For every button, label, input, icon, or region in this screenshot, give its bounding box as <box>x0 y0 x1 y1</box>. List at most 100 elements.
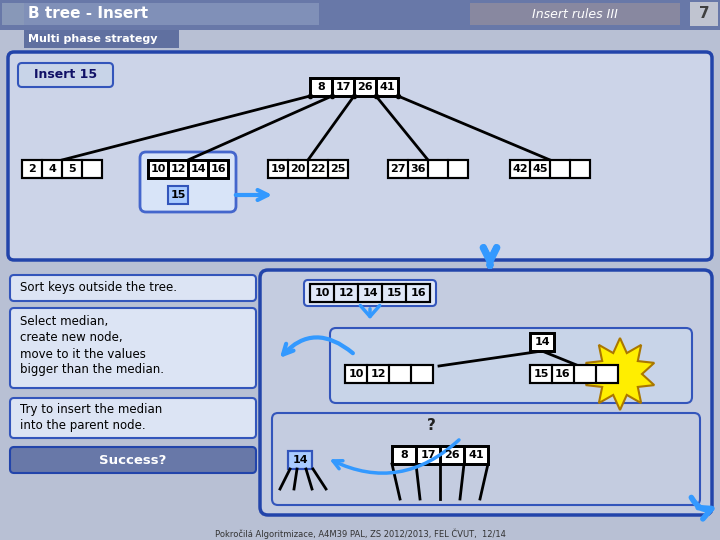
Bar <box>22 160 102 178</box>
Bar <box>0 0 720 30</box>
Bar <box>288 160 308 178</box>
Bar <box>358 284 382 302</box>
Bar <box>62 160 82 178</box>
Text: Sort keys outside the tree.: Sort keys outside the tree. <box>20 281 177 294</box>
Text: 45: 45 <box>532 164 548 174</box>
Bar <box>408 160 428 178</box>
Bar <box>268 160 288 178</box>
Bar <box>550 160 570 178</box>
Bar <box>690 2 718 26</box>
Bar <box>310 284 334 302</box>
Bar <box>354 78 376 96</box>
Bar <box>530 365 618 383</box>
Text: 12: 12 <box>370 369 386 379</box>
Bar <box>388 160 408 178</box>
Bar <box>288 451 312 469</box>
Bar <box>470 3 680 25</box>
Bar <box>2 3 24 25</box>
FancyBboxPatch shape <box>330 328 692 403</box>
Bar <box>530 333 554 351</box>
Bar <box>448 160 468 178</box>
FancyBboxPatch shape <box>10 447 256 473</box>
Text: Insert rules III: Insert rules III <box>532 8 618 21</box>
Text: 8: 8 <box>400 450 408 460</box>
Text: 2: 2 <box>28 164 36 174</box>
Text: 12: 12 <box>338 288 354 298</box>
Text: Multi phase strategy: Multi phase strategy <box>28 34 158 44</box>
Bar <box>388 160 468 178</box>
Text: 36: 36 <box>410 164 426 174</box>
Bar <box>310 284 430 302</box>
Bar <box>510 160 590 178</box>
Text: Insert 15: Insert 15 <box>35 69 98 82</box>
Text: bigger than the median.: bigger than the median. <box>20 363 164 376</box>
Bar <box>24 3 319 25</box>
Bar <box>308 160 328 178</box>
Text: 25: 25 <box>330 164 346 174</box>
Bar <box>596 365 618 383</box>
Text: 41: 41 <box>379 82 395 92</box>
Bar <box>332 78 354 96</box>
Text: 7: 7 <box>698 6 709 22</box>
Bar <box>440 446 464 464</box>
Text: Success?: Success? <box>99 454 167 467</box>
Bar <box>392 446 416 464</box>
FancyBboxPatch shape <box>260 270 712 515</box>
Text: 4: 4 <box>48 164 56 174</box>
Text: 41: 41 <box>468 450 484 460</box>
Bar <box>208 160 228 178</box>
Bar <box>168 186 188 204</box>
Bar <box>574 365 596 383</box>
Text: 42: 42 <box>512 164 528 174</box>
Text: into the parent node.: into the parent node. <box>20 420 145 433</box>
Text: 10: 10 <box>348 369 364 379</box>
Text: 19: 19 <box>270 164 286 174</box>
Text: 12: 12 <box>170 164 186 174</box>
Text: Select median,: Select median, <box>20 315 108 328</box>
Bar <box>334 284 358 302</box>
Text: 14: 14 <box>534 337 550 347</box>
Bar <box>392 446 488 464</box>
Bar <box>310 78 332 96</box>
Polygon shape <box>586 338 654 410</box>
Text: 27: 27 <box>390 164 406 174</box>
Text: 16: 16 <box>555 369 571 379</box>
Bar <box>428 160 448 178</box>
FancyBboxPatch shape <box>8 52 712 260</box>
Bar <box>82 160 102 178</box>
Text: 20: 20 <box>290 164 306 174</box>
Bar <box>24 30 179 48</box>
Bar <box>288 451 312 469</box>
FancyBboxPatch shape <box>10 308 256 388</box>
FancyBboxPatch shape <box>18 63 113 87</box>
Bar <box>22 160 42 178</box>
Text: 15: 15 <box>534 369 549 379</box>
Text: 14: 14 <box>292 455 308 465</box>
Bar <box>376 78 398 96</box>
Bar <box>552 365 574 383</box>
Bar <box>188 160 208 178</box>
Text: create new node,: create new node, <box>20 332 122 345</box>
Bar <box>148 160 168 178</box>
Bar <box>389 365 411 383</box>
Text: B tree - Insert: B tree - Insert <box>28 6 148 22</box>
Text: 26: 26 <box>444 450 460 460</box>
Text: 15: 15 <box>387 288 402 298</box>
Bar <box>530 365 552 383</box>
Text: 22: 22 <box>310 164 325 174</box>
Text: 26: 26 <box>357 82 373 92</box>
Bar <box>345 365 367 383</box>
Bar <box>510 160 530 178</box>
Text: 14: 14 <box>362 288 378 298</box>
Bar <box>268 160 348 178</box>
Bar <box>345 365 433 383</box>
Bar <box>530 333 554 351</box>
Text: Try to insert the median: Try to insert the median <box>20 403 162 416</box>
Bar <box>416 446 440 464</box>
Text: 10: 10 <box>150 164 166 174</box>
Text: 16: 16 <box>210 164 226 174</box>
FancyBboxPatch shape <box>304 280 436 306</box>
Text: 10: 10 <box>315 288 330 298</box>
Bar <box>168 160 188 178</box>
Text: 5: 5 <box>68 164 76 174</box>
